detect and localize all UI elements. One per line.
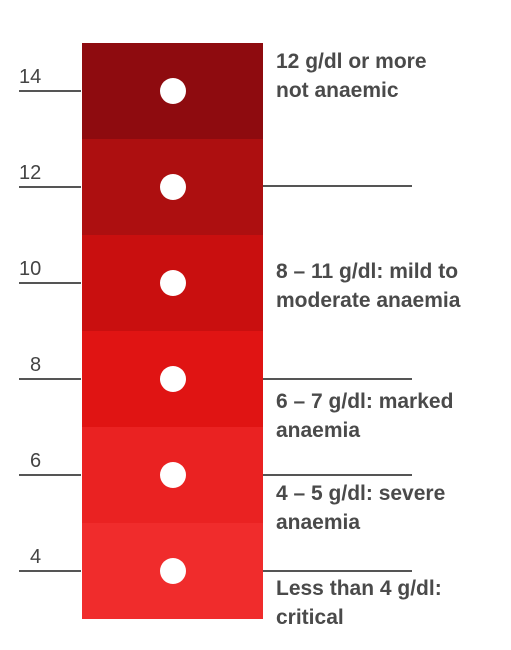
tick-label-12: 12 — [19, 162, 42, 184]
scale-hole — [160, 462, 186, 488]
description-severe: 4 – 5 g/dl: severe anaemia — [276, 479, 508, 537]
description-critical: Less than 4 g/dl: critical — [276, 574, 508, 632]
tick-line — [19, 474, 81, 476]
tick-line — [19, 378, 81, 380]
description-line: critical — [276, 606, 344, 629]
scale-hole — [160, 78, 186, 104]
description-line: moderate anaemia — [276, 289, 461, 312]
tick-label-4: 4 — [30, 546, 42, 568]
scale-hole — [160, 270, 186, 296]
description-marked: 6 – 7 g/dl: marked anaemia — [276, 387, 508, 445]
range-divider-line — [263, 185, 412, 187]
description-not-anaemic: 12 g/dl or more not anaemic — [276, 47, 508, 105]
description-line: 12 g/dl or more — [276, 50, 427, 73]
range-divider-line — [263, 474, 412, 476]
description-line: anaemia — [276, 511, 361, 534]
tick-line — [19, 186, 81, 188]
tick-line — [19, 570, 81, 572]
description-line: not anaemic — [276, 79, 399, 102]
description-mild-moderate: 8 – 11 g/dl: mild to moderate anaemia — [276, 257, 508, 315]
range-divider-line — [263, 378, 412, 380]
scale-hole — [160, 558, 186, 584]
tick-label-8: 8 — [30, 354, 42, 376]
range-divider-line — [263, 570, 412, 572]
description-line: 4 – 5 g/dl: severe — [276, 482, 446, 505]
tick-label-10: 10 — [19, 258, 42, 280]
tick-label-6: 6 — [30, 450, 42, 472]
description-line: anaemia — [276, 419, 361, 442]
description-line: 6 – 7 g/dl: marked — [276, 390, 454, 413]
description-line: Less than 4 g/dl: — [276, 577, 442, 600]
tick-line — [19, 90, 81, 92]
tick-label-14: 14 — [19, 66, 42, 88]
scale-hole — [160, 174, 186, 200]
tick-line — [19, 282, 81, 284]
scale-hole — [160, 366, 186, 392]
description-line: 8 – 11 g/dl: mild to — [276, 260, 459, 283]
